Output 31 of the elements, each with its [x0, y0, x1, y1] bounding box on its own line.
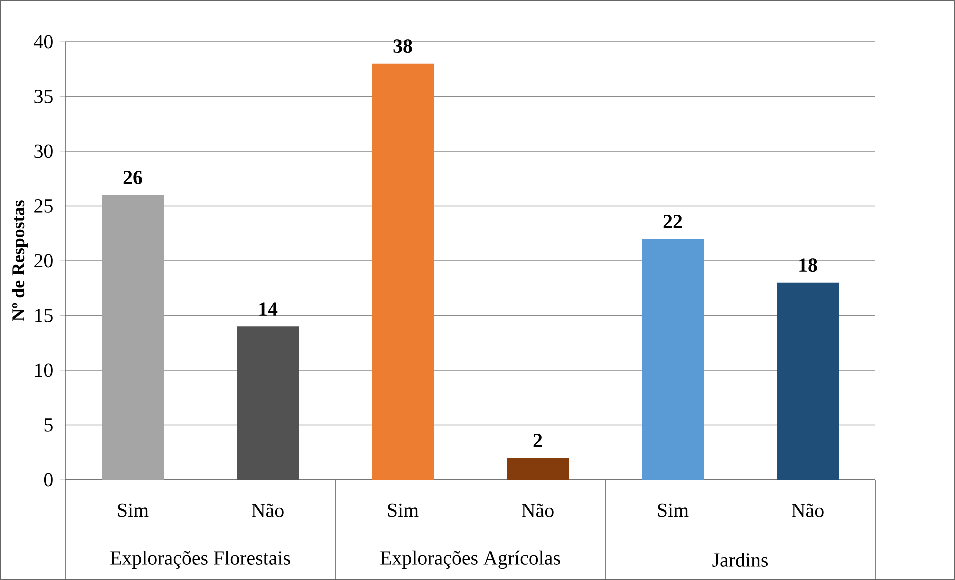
y-tick-label: 30 — [34, 144, 53, 158]
y-tick-label: 25 — [34, 200, 53, 213]
x-tick-label: Não — [792, 504, 824, 518]
y-tick-label: 40 — [34, 35, 53, 49]
y-tick-label: 15 — [35, 309, 53, 322]
bar — [237, 326, 300, 480]
y-tick-label: 0 — [44, 473, 53, 487]
y-tick-label: 35 — [34, 90, 53, 104]
data-label: 14 — [260, 302, 278, 316]
x-tick-label: Não — [252, 504, 284, 518]
text: Explorações Florestais — [110, 550, 290, 570]
bar — [102, 195, 164, 480]
bar — [507, 458, 570, 480]
text: Explorações Agrícolas — [380, 550, 560, 570]
data-label: 38 — [394, 40, 412, 54]
bar — [372, 64, 434, 480]
data-label: 22 — [664, 215, 682, 228]
y-tick-label: 10 — [35, 364, 53, 378]
x-tick-label: Não — [522, 504, 554, 518]
text: Jardins — [712, 552, 768, 567]
y-axis-title: Nº de Respostas — [12, 200, 28, 322]
data-label: 18 — [800, 258, 818, 272]
data-label: 2 — [534, 434, 542, 448]
x-tick-label: Sim — [658, 504, 689, 518]
x-tick-label: Sim — [118, 504, 149, 518]
bar — [642, 239, 704, 480]
data-label: 26 — [124, 171, 142, 184]
x-tick-label: Sim — [388, 504, 419, 518]
y-tick-label: 5 — [44, 418, 53, 432]
bar — [777, 282, 840, 480]
y-tick-label: 20 — [34, 254, 53, 268]
